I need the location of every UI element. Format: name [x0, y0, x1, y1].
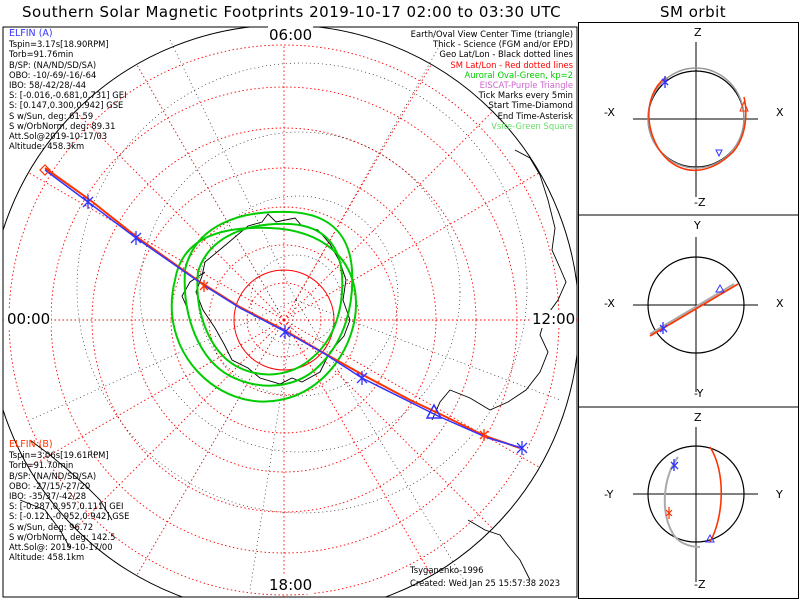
- orbit-panel-xy: [633, 237, 758, 392]
- elfin-b-line: Altitude: 458.1km: [9, 552, 85, 563]
- elfin-b-name: ELFIN (B): [9, 439, 53, 450]
- elfin-b-tick-marks: [199, 280, 489, 441]
- legend-item: Start Time-Diamond: [488, 100, 573, 111]
- sm-orbit-title: SM orbit: [660, 3, 727, 21]
- orbit-axis-label: X: [776, 297, 784, 310]
- elfin-b-line: Att.Sol@: 2019-10-17/00: [9, 542, 113, 553]
- legend-item: EISCAT-Purple Triangle: [479, 80, 573, 91]
- elfin-a-line: S: [-0.016,-0.681,0.731] GEI: [9, 90, 127, 101]
- elfin-b-track: [44, 167, 521, 449]
- orbit-axis-label: Y: [694, 219, 701, 232]
- orbit-axis-label: -Y: [694, 387, 704, 400]
- legend-item: SM Lat/Lon - Red dotted lines: [450, 59, 573, 70]
- elfin-b-line: S w/OrbNorm, deg: 142.5: [9, 531, 116, 542]
- elfin-a-line: Altitude: 458.3km: [9, 141, 85, 152]
- elfin-a-line: IBO: 58/-42/28/-44: [9, 80, 87, 91]
- orbit-axis-label: -X: [604, 106, 615, 119]
- sm-lon-lines: [3, 27, 577, 597]
- start-diamond: [39, 164, 51, 176]
- legend-item: End Time-Asterisk: [497, 110, 573, 121]
- legend: Earth/Oval View Center Time (triangle) T…: [411, 29, 573, 131]
- elfin-b-info: ELFIN (B) Tspin=3.06s[19.61RPM] Torb=91.…: [9, 439, 130, 563]
- elfin-b-line: S: [-0.287,0.957,0.111] GEI: [9, 501, 124, 512]
- orbit-axis-label: Z: [694, 26, 702, 39]
- orbit-axis-label: X: [776, 106, 784, 119]
- created-label: Created: Wed Jan 25 15:57:38 2023: [410, 578, 561, 588]
- orbit-panel-yz: [633, 427, 758, 582]
- orbit-axis-label: -Z: [694, 196, 706, 209]
- legend-item: Earth/Oval View Center Time (triangle): [410, 29, 573, 39]
- auroral-ovals: [170, 210, 358, 403]
- elfin-a-line: S: [0.147,0.300,0.942] GSE: [9, 100, 124, 111]
- elfin-a-tick-marks: [82, 195, 528, 455]
- elfin-b-line: Tspin=3.06s[19.61RPM]: [9, 450, 109, 461]
- elfin-a-info: ELFIN (A) Tspin=3.17s[18.90RPM] Torb=91.…: [9, 28, 127, 152]
- legend-item: Vsite-Green Square: [491, 120, 573, 131]
- elfin-b-line: IBO: -35/37/-42/28: [9, 491, 87, 502]
- elfin-b-line: S w/Sun, deg: 96.72: [9, 521, 94, 532]
- orbit-panel-xz: [633, 42, 758, 197]
- clock-label-right: 12:00: [531, 310, 577, 328]
- plot-title: Southern Solar Magnetic Footprints 2019-…: [22, 3, 562, 21]
- geo-grid: [29, 39, 561, 591]
- elfin-b-line: Torb=91.70min: [9, 460, 74, 471]
- orbit-axis-label: Y: [776, 488, 783, 501]
- sm-orbit-panels: [578, 22, 799, 599]
- elfin-a-line: Att.Sol@2019-10-17/03: [9, 131, 108, 142]
- view-center-triangle: [425, 403, 443, 419]
- legend-item: Geo Lat/Lon - Black dotted lines: [439, 49, 573, 60]
- model-label: Tsyganenko-1996: [410, 565, 484, 575]
- elfin-a-line: Torb=91.76min: [9, 49, 74, 60]
- clock-label-left: 00:00: [6, 310, 52, 328]
- clock-label-top: 06:00: [268, 26, 314, 44]
- elfin-a-track: [44, 169, 523, 449]
- legend-item: Tick Marks every 5min: [478, 90, 573, 101]
- elfin-a-line: B/SP: (NA/ND/SD/SA): [9, 59, 97, 70]
- elfin-b-line: B/SP: (NA/ND/SD/SA): [9, 470, 97, 481]
- orbit-axis-label: -Y: [604, 488, 614, 501]
- elfin-b-line: S: [-0.121,-0.952,0.942] GSE: [9, 511, 130, 522]
- elfin-a-line: Tspin=3.17s[18.90RPM]: [9, 39, 109, 50]
- clock-label-bottom: 18:00: [268, 576, 314, 594]
- orbit-axis-label: -Z: [694, 578, 706, 591]
- legend-item: Thick - Science (FGM and/or EPD): [432, 39, 573, 50]
- elfin-a-line: S w/Sun, deg: 61.59: [9, 110, 94, 121]
- elfin-b-line: OBO: -27/15/-27/20: [9, 480, 91, 491]
- elfin-a-line: S w/OrbNorm, deg: 89.31: [9, 120, 116, 131]
- legend-item: Auroral Oval-Green, kp=2: [464, 69, 573, 80]
- sm-inner-circle: [233, 269, 335, 371]
- orbit-axis-label: -X: [604, 297, 615, 310]
- elfin-a-name: ELFIN (A): [9, 28, 53, 39]
- elfin-a-line: OBO: -10/-69/-16/-64: [9, 69, 97, 80]
- orbit-axis-label: Z: [694, 411, 702, 424]
